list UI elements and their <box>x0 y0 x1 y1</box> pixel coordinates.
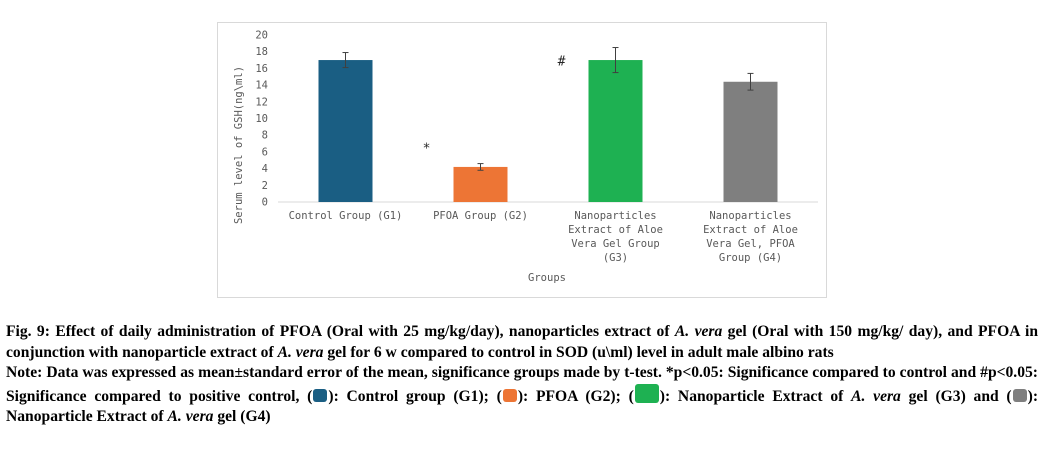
legend-swatch-g1 <box>313 388 328 402</box>
figure-label: Fig. 9: <box>6 323 50 340</box>
y-tick-label: 14 <box>255 80 268 92</box>
y-tick-label: 12 <box>255 96 268 108</box>
legend-swatch-g2 <box>502 388 517 402</box>
x-tick-label-3: Nanoparticles Extract of Aloe Vera Gel Gro… <box>568 210 663 264</box>
bar-2 <box>453 166 508 202</box>
error-bar-3 <box>612 47 619 74</box>
x-tick-label-1: Control Group (G1) <box>289 210 403 222</box>
y-tick-label: 10 <box>255 113 268 125</box>
annotations: *# <box>423 55 566 157</box>
caption-note: Note: Data was expressed as mean±standar… <box>6 364 1039 425</box>
significance-marker-1: * <box>423 142 431 157</box>
error-bar-4 <box>747 72 754 91</box>
x-axis-label: Groups <box>528 272 566 284</box>
y-tick-label: 18 <box>255 46 268 58</box>
chart-frame: 0 2 4 6 8 10 12 14 16 18 20 Control Group (G1) PFOA… <box>217 22 827 298</box>
y-tick-label: 0 <box>262 197 268 209</box>
y-axis-label: Serum level of GSH(ng\ml) <box>233 66 245 224</box>
error-bar-1 <box>342 52 349 69</box>
y-tick-label: 8 <box>262 130 268 142</box>
caption-title: Fig. 9: Effect of daily administration o… <box>6 323 1038 361</box>
y-tick-label: 2 <box>262 180 268 192</box>
x-axis-categories: Control Group (G1) PFOA Group (G2) Nanopar… <box>289 210 798 264</box>
y-axis-ticks: 0 2 4 6 8 10 12 14 16 18 20 <box>255 30 268 209</box>
significance-marker-2: # <box>558 55 566 70</box>
y-tick-label: 20 <box>255 30 268 42</box>
figure-caption: Fig. 9: Effect of daily administration o… <box>6 322 1038 428</box>
x-tick-label-4: Nanoparticles Extract of Aloe Vera Gel, PF… <box>703 210 798 264</box>
legend-swatch-g4 <box>1012 388 1027 402</box>
bars <box>318 60 778 202</box>
y-tick-label: 16 <box>255 63 268 75</box>
bar-3 <box>588 60 643 202</box>
y-tick-label: 6 <box>262 146 268 158</box>
error-bars <box>342 47 754 171</box>
bar-chart: 0 2 4 6 8 10 12 14 16 18 20 Control Group (G1) PFOA… <box>233 30 818 284</box>
error-bar-2 <box>477 163 484 171</box>
bar-1 <box>318 60 373 202</box>
bar-4 <box>723 81 778 202</box>
x-tick-label-2: PFOA Group (G2) <box>433 210 528 222</box>
y-tick-label: 4 <box>262 163 268 175</box>
legend-swatch-g3 <box>634 383 659 403</box>
